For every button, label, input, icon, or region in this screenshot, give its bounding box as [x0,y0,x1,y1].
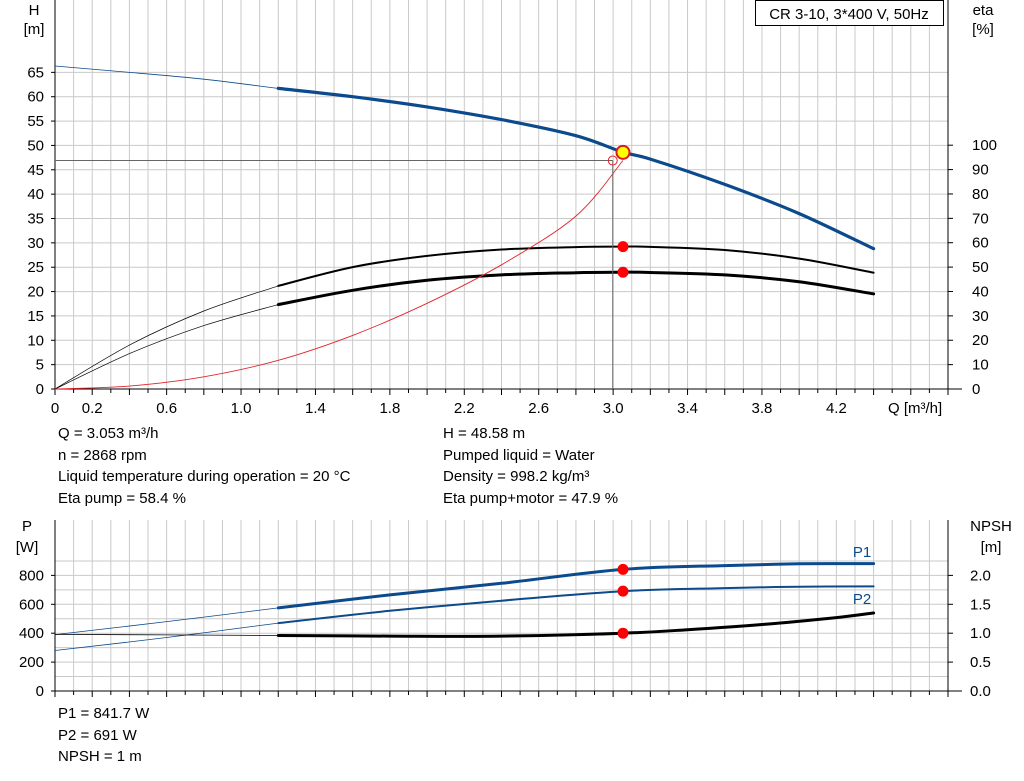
y-right-label: eta [973,2,995,19]
head-curve-thin [54,65,279,89]
x-tick-label: 2.6 [528,400,549,417]
info-bottom: P1 = 841.7 W P2 = 691 W NPSH = 1 m [58,703,149,768]
y-right-tick-label: 1.0 [970,625,991,642]
head-efficiency-chart: 0 5 10 15 20 25 30 35 40 45 50 55 60 65 0 10 20 30 40 50 60 7… [24,0,997,417]
info-pumped-liquid: Pumped liquid = Water [443,446,595,464]
y-right-tick-label: 90 [972,162,989,179]
eta-pump-curve [277,245,875,287]
x-tick-label: 4.2 [826,400,847,417]
info-top-right: H = 48.58 m Pumped liquid = Water Densit… [443,423,618,509]
y-right-tick-label: 0.0 [970,683,991,700]
eta-pump-marker [617,241,629,253]
x-tick-label: 0.2 [82,400,103,417]
info-p1: P1 = 841.7 W [58,705,150,722]
y-left-tick-label: 200 [19,654,44,671]
y-right-tick-label: 80 [972,186,989,203]
y-left-tick-label: 10 [27,332,44,349]
y-right-tick-label: 0.5 [970,654,991,671]
x-tick-label: 0.6 [156,400,177,417]
eta-total-curve-thin [54,304,279,390]
info-npsh: NPSH = 1 m [58,748,142,765]
p1-series-label: P1 [853,544,871,561]
info-p2: P2 = 691 W [58,726,137,744]
head-curve [276,86,876,251]
system-curve [54,160,624,390]
x-axis-label: Q [m³/h] [888,400,942,417]
y-left-tick-label: 50 [27,137,44,154]
y-left-tick-label: 20 [27,284,44,301]
p2-series-label: P2 [853,591,871,608]
y-left-label: H [29,2,40,19]
p1-curve [276,562,876,610]
x-tick-label: 2.2 [454,400,475,417]
x-tick-label: 3.4 [677,400,698,417]
y-left-tick-label: 35 [27,211,44,228]
p2-marker [617,585,629,597]
y-left-tick-label: 0 [36,381,44,398]
eta-pump-curve-thin [54,285,279,390]
y-right-tick-label: 0 [972,381,980,398]
y-right-tick-label: 60 [972,235,989,252]
eta-total-marker [617,266,629,278]
y-right-tick-label: 50 [972,259,989,276]
y-left-tick-label: 600 [19,596,44,613]
y-left-tick-label: 800 [19,567,44,584]
y-right-tick-label: 2.0 [970,567,991,584]
info-eta-pump: Eta pump = 58.4 % [58,489,186,507]
y-right-label: NPSH [970,518,1012,535]
x-tick-label: 1.4 [305,400,326,417]
y-left-label: P [22,518,32,535]
y-left-tick-label: 65 [27,64,44,81]
x-tick-label: 1.0 [231,400,252,417]
x-tick-label: 0 [51,400,59,417]
y-left-tick-label: 55 [27,113,44,130]
y-right-tick-label: 10 [972,357,989,374]
info-flow: Q = 3.053 m³/h [58,425,159,442]
y-right-tick-label: 20 [972,332,989,349]
system-point-marker [607,155,618,166]
y-left-tick-label: 30 [27,235,44,252]
y-left-tick-label: 0 [36,683,44,700]
info-top-left: Q = 3.053 m³/h n = 2868 rpm Liquid tempe… [58,423,350,509]
npsh-curve-thin [54,634,279,636]
y-right-tick-label: 40 [972,283,989,300]
operating-point-marker [615,144,631,160]
y-left-unit: [W] [16,539,39,556]
power-npsh-chart: 0 200 400 600 800 0.0 0.5 1.0 1.5 2.0 P [W] NPSH [m] P… [16,518,1012,700]
p2-curve [277,585,875,625]
p1-curve-thin [54,607,279,635]
y-right-unit: [m] [981,539,1002,556]
y-left-tick-label: 5 [36,357,44,374]
y-left-tick-label: 60 [27,89,44,106]
y-right-tick-label: 30 [972,308,989,325]
pump-name-label: CR 3-10, 3*400 V, 50Hz [769,6,929,23]
y-left-tick-label: 15 [27,308,44,325]
info-density: Density = 998.2 kg/m³ [443,468,590,485]
eta-total-curve [276,270,876,307]
y-left-tick-label: 40 [27,186,44,203]
x-tick-label: 1.8 [379,400,400,417]
y-left-tick-label: 45 [27,162,44,179]
x-tick-label: 3.0 [603,400,624,417]
npsh-marker [617,627,629,639]
y-right-unit: [%] [972,21,994,38]
y-left-unit: [m] [24,21,45,38]
p2-curve-thin [54,622,279,651]
info-speed: n = 2868 rpm [58,446,147,464]
info-eta-pump-motor: Eta pump+motor = 47.9 % [443,489,619,507]
y-left-tick-label: 400 [19,625,44,642]
x-tick-label: 3.8 [752,400,773,417]
p1-marker [617,563,629,575]
y-right-tick-label: 100 [972,137,997,154]
y-left-tick-label: 25 [27,259,44,276]
info-liquid-temp: Liquid temperature during operation = 20… [58,468,351,485]
pump-name-box [755,0,944,26]
y-right-tick-label: 70 [972,210,989,227]
y-right-tick-label: 1.5 [970,596,991,613]
info-head: H = 48.58 m [443,425,526,442]
